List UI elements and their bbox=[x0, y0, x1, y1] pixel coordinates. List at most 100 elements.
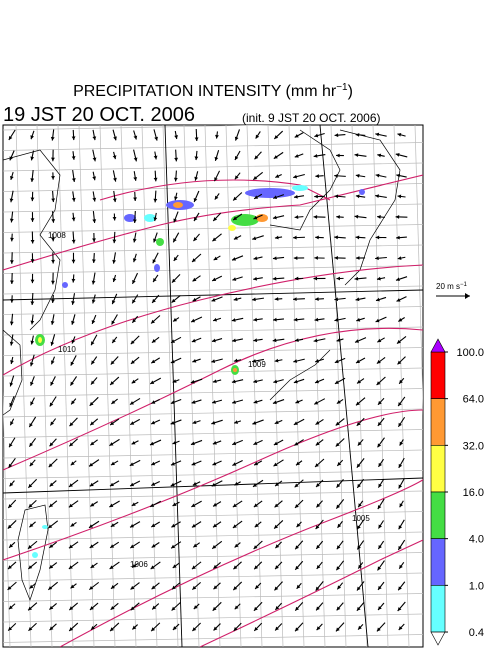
wind-arrow bbox=[131, 501, 139, 507]
wind-arrow bbox=[336, 398, 344, 405]
wind-arrow bbox=[192, 296, 201, 302]
wind-head bbox=[252, 421, 257, 425]
wind-arrow bbox=[151, 294, 160, 304]
wind-arrow bbox=[10, 171, 14, 181]
wind-arrow bbox=[336, 153, 344, 158]
wind-head bbox=[48, 463, 53, 468]
wind-arrow bbox=[314, 256, 325, 260]
wind-head bbox=[378, 483, 382, 488]
wind-arrow bbox=[355, 235, 366, 240]
wind-arrow bbox=[212, 440, 222, 445]
wind-head bbox=[398, 463, 403, 468]
wind-arrow bbox=[111, 336, 118, 344]
wind-head bbox=[151, 461, 156, 466]
wind-head bbox=[355, 256, 360, 260]
wind-arrow bbox=[28, 499, 37, 509]
wind-arrow bbox=[254, 151, 262, 160]
wind-arrow bbox=[294, 560, 304, 571]
wind-head bbox=[30, 259, 35, 263]
wind-arrow bbox=[130, 356, 140, 365]
wind-head bbox=[30, 178, 35, 182]
wind-head bbox=[377, 153, 382, 158]
wind-arrow bbox=[51, 294, 55, 304]
coastline bbox=[269, 129, 341, 231]
wind-head bbox=[112, 216, 117, 221]
wind-arrow bbox=[89, 396, 99, 407]
wind-arrow bbox=[397, 581, 406, 591]
wind-head bbox=[133, 135, 138, 140]
wind-arrow bbox=[129, 541, 141, 549]
wind-head bbox=[90, 421, 95, 426]
wind-head bbox=[272, 400, 277, 405]
wind-head bbox=[89, 462, 94, 467]
wind-head bbox=[91, 280, 96, 285]
wind-arrow bbox=[9, 375, 15, 387]
grid-line bbox=[3, 634, 423, 643]
wind-arrow bbox=[377, 153, 385, 158]
wind-arrow bbox=[70, 583, 77, 589]
colorbar-segment bbox=[430, 398, 446, 446]
wind-arrow bbox=[253, 561, 263, 570]
grid-line bbox=[330, 125, 347, 647]
wind-arrow bbox=[172, 623, 180, 631]
wind-head bbox=[132, 625, 137, 630]
grid-line bbox=[36, 125, 53, 647]
grid-line bbox=[309, 125, 326, 647]
wind-head bbox=[170, 482, 175, 487]
wind-arrow bbox=[335, 560, 345, 571]
wind-head bbox=[214, 177, 218, 182]
wind-arrow bbox=[356, 540, 365, 550]
wind-arrow bbox=[70, 398, 77, 405]
wind-head bbox=[233, 216, 238, 221]
wind-arrow bbox=[316, 561, 323, 570]
wind-head bbox=[334, 173, 338, 178]
wind-arrow bbox=[71, 314, 76, 325]
wind-head bbox=[355, 235, 360, 240]
wind-head bbox=[151, 482, 156, 486]
wind-head bbox=[112, 259, 117, 264]
wind-head bbox=[377, 215, 381, 219]
wind-arrow bbox=[190, 378, 203, 384]
wind-arrow bbox=[129, 459, 141, 467]
grid-line bbox=[246, 125, 263, 647]
wind-head bbox=[397, 607, 402, 611]
wind-arrow bbox=[397, 416, 406, 428]
wind-head bbox=[110, 627, 114, 632]
wind-arrow bbox=[314, 132, 325, 138]
wind-head bbox=[354, 153, 359, 158]
wind-arrow bbox=[9, 480, 15, 487]
wind-head bbox=[274, 297, 279, 301]
wind-arrow bbox=[253, 214, 263, 220]
wind-head bbox=[334, 194, 339, 199]
wind-head bbox=[132, 563, 137, 568]
wind-head bbox=[253, 606, 258, 611]
wind-head bbox=[212, 606, 217, 611]
contour-label: 1010 bbox=[58, 345, 76, 354]
wind-head bbox=[214, 195, 219, 200]
colorbar-label: 32.0 bbox=[463, 440, 484, 452]
colorbar-label: 64.0 bbox=[463, 394, 484, 406]
wind-head bbox=[336, 545, 341, 550]
wind-arrow bbox=[375, 173, 387, 178]
wind-head bbox=[71, 239, 76, 244]
wind-arrow bbox=[395, 215, 408, 219]
wind-arrow bbox=[294, 338, 304, 342]
wind-head bbox=[274, 586, 279, 591]
colorbar-label: 16.0 bbox=[463, 487, 484, 499]
wind-arrow bbox=[315, 540, 324, 550]
grid-line bbox=[3, 285, 423, 295]
init-time: (init. 9 JST 20 OCT. 2006) bbox=[242, 111, 381, 125]
wind-arrow bbox=[375, 132, 387, 137]
precipitation-area bbox=[233, 368, 237, 372]
wind-head bbox=[398, 422, 402, 427]
wind-arrow bbox=[71, 129, 76, 141]
precipitation-area bbox=[42, 525, 48, 529]
wind-arrow bbox=[110, 602, 119, 611]
wind-arrow bbox=[174, 130, 178, 140]
wind-arrow bbox=[356, 458, 365, 468]
wind-head bbox=[51, 198, 56, 203]
wind-arrow bbox=[336, 338, 344, 342]
wind-head bbox=[294, 194, 298, 199]
wind-head bbox=[112, 239, 117, 244]
